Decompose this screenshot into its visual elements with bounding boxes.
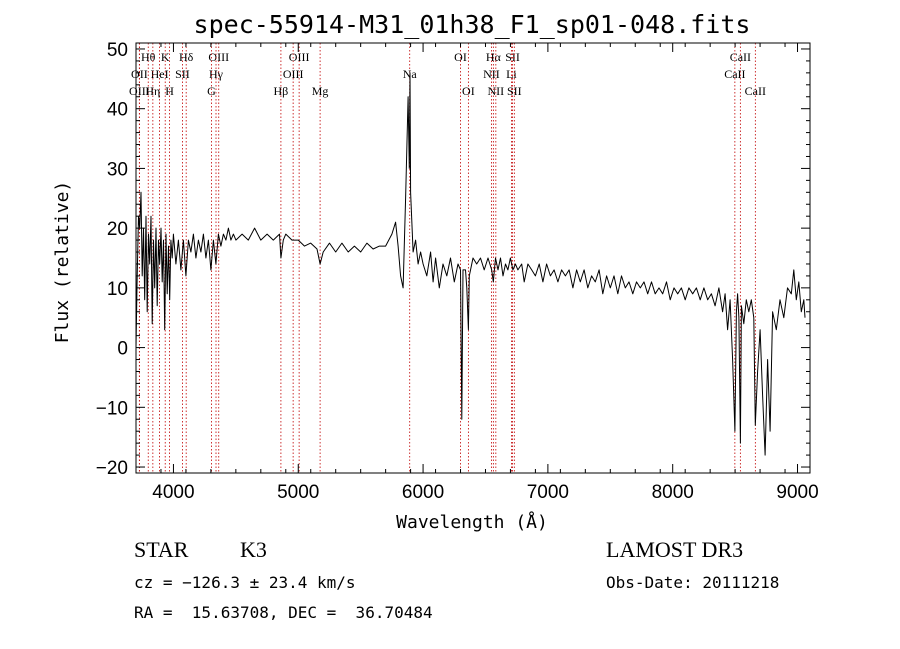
x-axis-label: Wavelength (Å) (396, 511, 548, 533)
line-label: SII (175, 67, 190, 81)
line-label: Hη (145, 84, 160, 98)
line-label: H (165, 84, 174, 98)
chart-title: spec-55914-M31_01h38_F1_sp01-048.fits (194, 10, 751, 39)
line-label: OII (131, 67, 148, 81)
line-label: OIII (129, 84, 150, 98)
line-label: Hθ (141, 50, 156, 64)
axis-ticks: 4000 5000 6000 7000 8000 9000 −20 −10 0 10 20 30 40 5… (96, 40, 819, 503)
y-tick-label: 20 (107, 219, 128, 240)
spectrum-series-line (135, 72, 806, 456)
line-label: CaII (745, 84, 766, 98)
line-label: Hδ (179, 50, 194, 64)
line-label: Hα (486, 50, 502, 64)
survey-name: LAMOST DR3 (606, 537, 744, 562)
y-tick-label: 50 (107, 40, 128, 61)
line-label: OI (462, 84, 475, 98)
y-tick-label: 30 (107, 159, 128, 180)
line-label: OIII (208, 50, 229, 64)
line-label: OIII (283, 67, 304, 81)
x-tick-label: 7000 (527, 482, 569, 503)
plot-frame (135, 42, 811, 474)
y-tick-label: 10 (107, 279, 128, 300)
x-tick-label: 5000 (277, 482, 319, 503)
line-label: NII (488, 84, 505, 98)
object-class: STAR (134, 537, 189, 562)
line-label: OI (454, 50, 467, 64)
line-label: Hβ (274, 84, 289, 98)
line-label: G (207, 84, 216, 98)
line-label: CaII (730, 50, 751, 64)
sky-coordinates: RA = 15.63708, DEC = 36.70484 (134, 603, 433, 622)
y-axis-label: Flux (relative) (52, 181, 73, 344)
x-tick-label: 9000 (776, 482, 818, 503)
redshift-velocity: cz = −126.3 ± 23.4 km/s (134, 573, 356, 592)
line-label: Mg (312, 84, 329, 98)
line-label: Hγ (209, 67, 224, 81)
y-tick-label: 40 (107, 100, 128, 121)
spectrum-layer (135, 72, 806, 456)
line-label: CaII (724, 67, 745, 81)
y-tick-label: −20 (96, 458, 128, 479)
x-tick-label: 8000 (652, 482, 694, 503)
x-tick-label: 6000 (402, 482, 444, 503)
line-label: SII (507, 84, 522, 98)
line-label: Li (506, 67, 517, 81)
observation-date: Obs-Date: 20111218 (606, 573, 780, 592)
x-tick-label: 4000 (152, 482, 194, 503)
line-label: NII (483, 67, 500, 81)
line-label: OIII (289, 50, 310, 64)
line-label: HeI (151, 67, 169, 81)
line-label: SII (505, 50, 520, 64)
line-label: K (161, 50, 170, 64)
y-tick-label: −10 (96, 398, 128, 419)
y-tick-label: 0 (117, 339, 128, 360)
object-subclass: K3 (240, 537, 267, 562)
